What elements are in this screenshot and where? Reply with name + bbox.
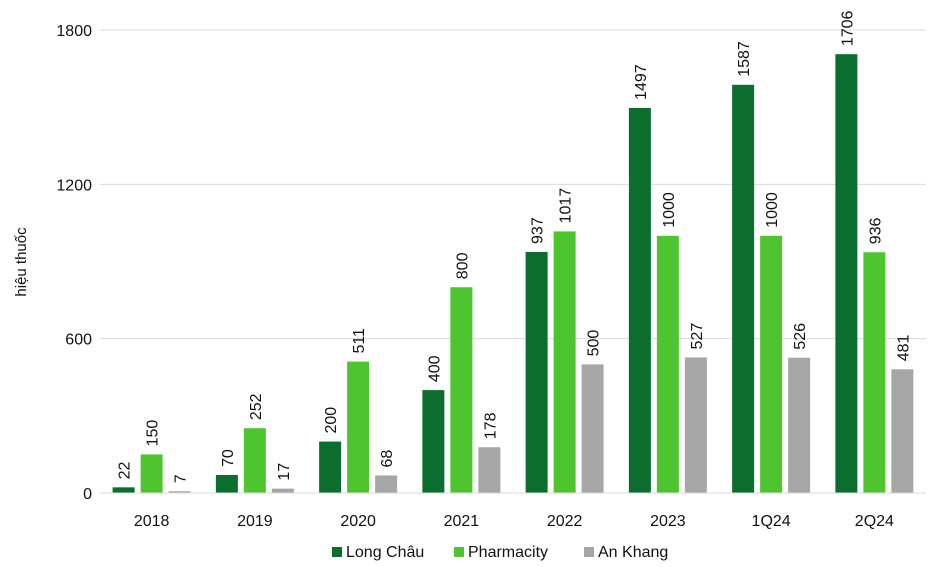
x-tick-label: 2019 [237, 513, 273, 530]
bar [684, 357, 707, 493]
y-tick-label: 0 [83, 486, 92, 503]
y-axis-ticks: 0 600 1200 1800 [56, 23, 92, 503]
legend-swatch [584, 547, 594, 557]
bar [347, 361, 370, 493]
bar [168, 491, 191, 493]
x-tick-label: 2021 [444, 513, 480, 530]
x-tick-label: 2020 [340, 513, 376, 530]
data-label: 481 [895, 334, 912, 361]
data-label: 252 [248, 393, 265, 420]
data-label: 511 [351, 328, 368, 354]
bar [140, 454, 163, 493]
x-tick-label: 2018 [134, 513, 170, 530]
legend-item: Pharmacity [454, 544, 548, 561]
legend-swatch [332, 547, 342, 557]
x-tick-label: 2Q24 [855, 513, 894, 530]
legend-item: Long Châu [332, 544, 424, 561]
data-label: 68 [379, 450, 396, 468]
bar [450, 287, 473, 493]
data-label: 150 [145, 420, 162, 447]
bar [656, 235, 679, 493]
bar [422, 390, 445, 493]
data-label: 526 [792, 323, 809, 350]
y-tick-label: 600 [65, 332, 92, 349]
data-label: 1000 [661, 192, 678, 228]
bars [112, 54, 914, 494]
bar [112, 487, 135, 493]
legend: Long Châu Pharmacity An Khang [332, 544, 668, 561]
bar [835, 54, 858, 493]
bar [215, 474, 238, 493]
data-label: 200 [323, 407, 340, 434]
bar [760, 235, 783, 493]
data-label: 527 [689, 323, 706, 350]
bar [478, 447, 501, 493]
data-label: 1017 [558, 188, 575, 224]
y-tick-label: 1800 [56, 23, 92, 40]
bar [628, 107, 651, 494]
gridlines [100, 29, 926, 340]
bar [525, 251, 548, 493]
data-label: 936 [867, 217, 884, 244]
data-label: 17 [276, 463, 293, 481]
bar [553, 231, 576, 493]
data-labels: 22 150 7 70 252 17 200 511 68 400 800 178 937 1017 500… [117, 10, 913, 483]
data-label: 1000 [764, 192, 781, 228]
data-label: 70 [220, 449, 237, 467]
bar [863, 252, 886, 493]
legend-label: Pharmacity [468, 544, 548, 561]
bar [375, 475, 398, 493]
data-label: 178 [482, 412, 499, 439]
x-tick-label: 2022 [547, 513, 583, 530]
bar [788, 357, 811, 493]
legend-swatch [454, 547, 464, 557]
data-label: 7 [173, 474, 190, 483]
bar [271, 488, 294, 493]
data-label: 500 [586, 330, 603, 357]
data-label: 400 [426, 355, 443, 382]
data-label: 1587 [736, 41, 753, 77]
data-label: 1497 [633, 64, 650, 100]
bar [319, 441, 342, 493]
x-tick-label: 2023 [650, 513, 686, 530]
data-label: 22 [117, 461, 134, 479]
x-tick-label: 1Q24 [752, 513, 791, 530]
legend-item: An Khang [584, 544, 668, 561]
legend-label: An Khang [598, 544, 668, 561]
y-tick-label: 1200 [56, 177, 92, 194]
data-label: 800 [454, 252, 471, 279]
data-label: 937 [530, 217, 547, 244]
y-axis-title: hiệu thuốc [13, 227, 30, 297]
data-label: 1706 [839, 10, 856, 46]
bar [732, 84, 755, 493]
bar [581, 364, 604, 493]
bar [243, 428, 266, 493]
bar [891, 369, 914, 493]
legend-label: Long Châu [346, 544, 424, 561]
x-axis-ticks: 2018 2019 2020 2021 2022 2023 1Q24 2Q24 [134, 513, 894, 530]
